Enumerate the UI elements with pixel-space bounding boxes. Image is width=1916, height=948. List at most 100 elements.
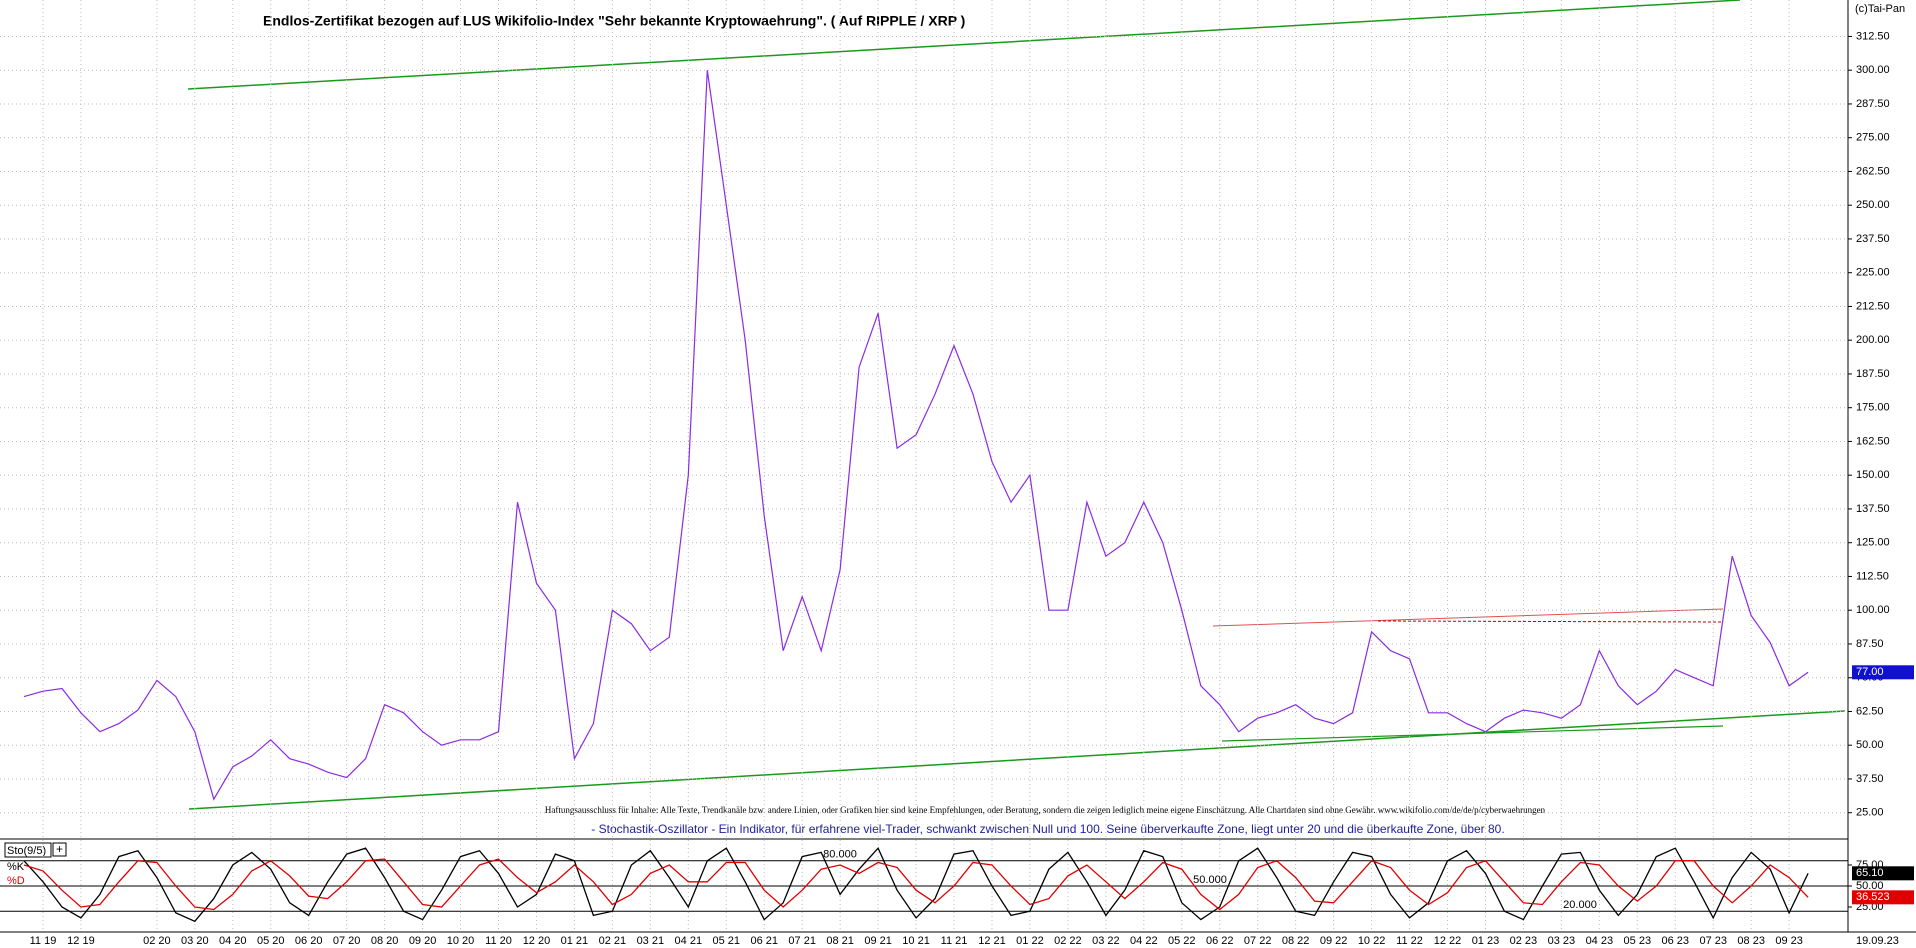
x-tick-label: 02 20 [143, 935, 171, 947]
current-value-box [1852, 665, 1914, 680]
y-tick-label: 125.00 [1856, 537, 1890, 549]
disclaimer: Haftungsausschluss für Inhalte: Alle Tex… [545, 805, 1546, 815]
y-tick-label: 237.50 [1856, 233, 1890, 245]
date-box [1852, 934, 1914, 948]
x-tick-label: 08 21 [826, 935, 854, 947]
x-tick-label: 06 22 [1206, 935, 1234, 947]
x-tick-label: 02 21 [599, 935, 627, 947]
copyright: (c)Tai-Pan [1855, 3, 1905, 15]
y-tick-label: 187.50 [1856, 368, 1890, 380]
x-tick-label: 09 22 [1320, 935, 1348, 947]
x-tick-label: 10 21 [902, 935, 930, 947]
x-tick-label: 04 20 [219, 935, 247, 947]
y-tick-label: 87.50 [1856, 638, 1884, 650]
x-tick-label: 03 21 [637, 935, 665, 947]
x-tick-label: 05 23 [1624, 935, 1652, 947]
y-tick-label: 50.00 [1856, 739, 1884, 751]
x-tick-label: 07 22 [1244, 935, 1272, 947]
x-tick-label: 01 22 [1016, 935, 1044, 947]
y-tick-label: 287.50 [1856, 98, 1890, 110]
indicator-description: - Stochastik-Oszillator - Ein Indikator,… [591, 822, 1504, 836]
x-tick-label: 08 20 [371, 935, 399, 947]
y-tick-label: 212.50 [1856, 300, 1890, 312]
current-value-label: 77.00 [1856, 666, 1884, 678]
trend-line [187, 0, 1741, 90]
legend-entry: %D [7, 875, 25, 887]
y-tick-label: 250.00 [1856, 199, 1890, 211]
x-tick-label: 12 19 [67, 935, 95, 947]
x-tick-label: 12 21 [978, 935, 1006, 947]
x-tick-label: 02 23 [1510, 935, 1538, 947]
y-tick-label: 50.00 [1856, 880, 1884, 892]
line-series [23, 858, 1809, 911]
current-value-box [1852, 866, 1914, 881]
x-tick-label: 03 20 [181, 935, 209, 947]
y-tick-label: 200.00 [1856, 334, 1890, 346]
y-tick-label: 312.50 [1856, 30, 1890, 42]
y-tick-label: 175.00 [1856, 402, 1890, 414]
x-tick-label: 03 22 [1092, 935, 1120, 947]
x-tick-label: 04 23 [1586, 935, 1614, 947]
resistance-line [1377, 620, 1724, 623]
trend-line [188, 710, 1846, 810]
x-tick-label: 11 22 [1396, 935, 1423, 947]
chart-title: Endlos-Zertifikat bezogen auf LUS Wikifo… [263, 13, 965, 29]
support-line [1221, 725, 1724, 742]
x-tick-label: 09 23 [1775, 935, 1803, 947]
x-tick-label: 09 21 [864, 935, 892, 947]
y-tick-label: 62.50 [1856, 705, 1884, 717]
x-tick-label: 04 22 [1130, 935, 1158, 947]
line-series [23, 847, 1809, 923]
legend-entry: %K [7, 861, 25, 873]
x-tick-label: 09 20 [409, 935, 437, 947]
x-tick-label: 05 22 [1168, 935, 1196, 947]
legend-box [4, 842, 52, 858]
x-tick-label: 05 20 [257, 935, 285, 947]
x-tick-label: 08 23 [1737, 935, 1765, 947]
x-tick-label: 07 23 [1699, 935, 1727, 947]
add-button[interactable] [52, 842, 67, 857]
x-tick-label: 10 20 [447, 935, 475, 947]
y-tick-label: 25.00 [1856, 807, 1884, 819]
level-label: 80.000 [823, 849, 857, 861]
y-tick-label: 262.50 [1856, 165, 1890, 177]
x-tick-label: 03 23 [1548, 935, 1576, 947]
x-tick-label: 01 23 [1472, 935, 1500, 947]
x-tick-label: 02 22 [1054, 935, 1082, 947]
line-series [23, 70, 1809, 801]
y-tick-label: 300.00 [1856, 64, 1890, 76]
x-tick-label: 07 21 [788, 935, 816, 947]
level-label: 50.000 [1193, 874, 1227, 886]
x-tick-label: 06 20 [295, 935, 323, 947]
x-tick-label: 04 21 [675, 935, 703, 947]
x-tick-label: 07 20 [333, 935, 361, 947]
legend-title: Sto(9/5) [7, 845, 46, 857]
y-tick-label: 225.00 [1856, 267, 1890, 279]
x-last-date: 19.09.23 [1856, 935, 1899, 947]
x-tick-label: 06 21 [750, 935, 778, 947]
current-value-label: 36.523 [1856, 891, 1890, 903]
y-tick-label: 162.50 [1856, 435, 1890, 447]
x-tick-label: 01 21 [561, 935, 589, 947]
y-tick-label: 100.00 [1856, 604, 1890, 616]
y-tick-label: 275.00 [1856, 132, 1890, 144]
y-tick-label: 137.50 [1856, 503, 1890, 515]
x-tick-label: 08 22 [1282, 935, 1310, 947]
y-tick-label: 150.00 [1856, 469, 1890, 481]
x-tick-label: 11 20 [485, 935, 512, 947]
x-tick-label: 12 20 [523, 935, 551, 947]
x-tick-label: 12 22 [1434, 935, 1462, 947]
x-tick-label: 10 22 [1358, 935, 1386, 947]
y-tick-label: 112.50 [1856, 570, 1889, 582]
x-tick-label: 05 21 [712, 935, 740, 947]
add-button-icon[interactable]: + [56, 842, 63, 856]
y-tick-label: 37.50 [1856, 773, 1884, 785]
x-tick-label: 06 23 [1661, 935, 1689, 947]
resistance-line [1212, 608, 1724, 627]
x-tick-label: 11 21 [941, 935, 968, 947]
x-tick-label: 11 19 [30, 935, 57, 947]
level-label: 20.000 [1563, 899, 1597, 911]
